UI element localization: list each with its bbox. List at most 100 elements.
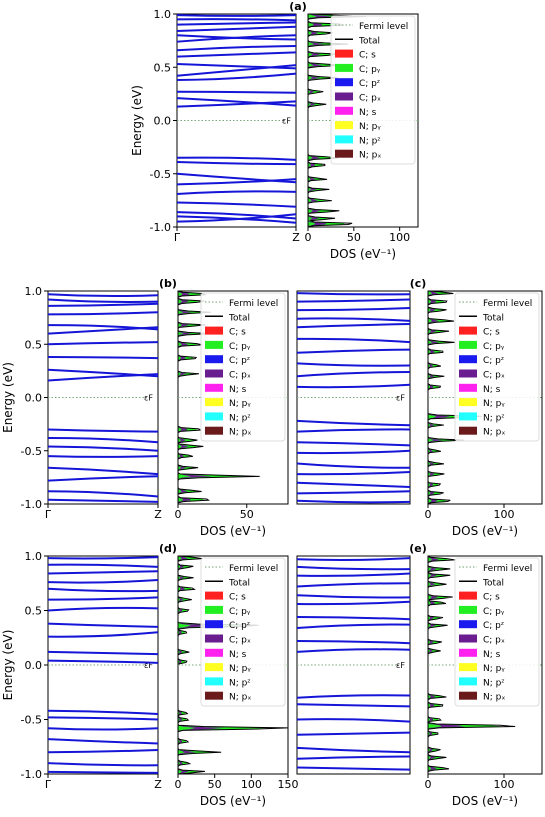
band-line <box>176 156 297 161</box>
band-line <box>47 455 159 458</box>
legend-label: Total <box>228 578 250 588</box>
x-tick-label: 0 <box>175 778 182 791</box>
legend-swatch <box>459 412 477 421</box>
y-tick-label: 0.0 <box>154 115 172 128</box>
legend-label: N; pₓ <box>483 693 505 703</box>
x-axis-label: DOS (eV⁻¹) <box>452 794 518 808</box>
legend-label: Total <box>228 313 250 323</box>
legend-swatch <box>459 663 477 672</box>
legend-swatch <box>459 605 477 614</box>
legend-label: C; s <box>359 51 376 61</box>
legend-label: Fermi level <box>483 564 532 574</box>
band-line <box>176 18 297 22</box>
band-line <box>47 770 159 774</box>
legend-label: N; s <box>359 108 377 118</box>
band-line <box>296 370 411 378</box>
band-line <box>47 356 159 360</box>
legend-swatch <box>335 78 353 87</box>
legend-label: C; pᵧ <box>229 342 251 352</box>
band-line <box>176 14 297 17</box>
legend: Fermi level Total C; s C; pᵧ C; pᶻ C; pₓ N; s N… <box>200 557 286 707</box>
y-tick-label: -1.0 <box>21 768 42 781</box>
band-line <box>47 762 159 767</box>
band-line <box>176 161 297 166</box>
legend-label: N; pᶻ <box>359 136 381 146</box>
band-line <box>47 578 159 584</box>
legend-label: C; pₓ <box>483 636 505 646</box>
band-line <box>176 97 297 107</box>
legend-swatch <box>205 691 223 700</box>
dos-c-py-inner-fill <box>178 556 196 774</box>
band-line <box>296 766 411 771</box>
legend-swatch <box>205 648 223 657</box>
legend-label: C; pᵧ <box>483 607 505 617</box>
band-line <box>47 341 159 346</box>
legend-label: C; s <box>229 593 246 603</box>
band-line <box>47 738 159 745</box>
band-line <box>296 572 411 577</box>
legend-label: N; pₓ <box>359 151 381 161</box>
legend-swatch <box>335 106 353 115</box>
x-axis-label: DOS (eV⁻¹) <box>200 794 266 808</box>
legend-label: Total <box>358 36 380 46</box>
legend-swatch <box>459 648 477 657</box>
legend-swatch <box>205 663 223 672</box>
x-tick-label: Z <box>292 231 300 244</box>
legend-label: N; pᶻ <box>229 678 251 688</box>
band-line <box>296 616 411 621</box>
band-line <box>296 594 411 599</box>
legend-swatch <box>205 383 223 392</box>
band-line <box>47 650 159 656</box>
legend-swatch <box>205 340 223 349</box>
band-line <box>47 606 159 612</box>
legend-label: C; pᶻ <box>483 356 504 366</box>
band-line <box>176 213 297 223</box>
band-line <box>296 449 411 455</box>
band-line <box>296 298 411 303</box>
legend-swatch <box>459 398 477 407</box>
band-line <box>47 709 159 716</box>
fermi-level-label: εF <box>282 117 291 126</box>
band-line <box>296 362 411 367</box>
band-line <box>296 490 411 495</box>
band-line <box>176 64 297 77</box>
y-tick-label: -0.5 <box>21 714 42 727</box>
band-line <box>176 34 297 43</box>
legend-swatch <box>335 149 353 158</box>
legend-label: C; pᵧ <box>483 342 505 352</box>
band-line <box>47 556 159 560</box>
legend-label: N; pᶻ <box>483 413 505 423</box>
y-tick-label: -0.5 <box>150 168 171 181</box>
band-line <box>176 63 297 70</box>
dos-c-px-fill <box>178 291 213 504</box>
band-panel-e: εF <box>296 555 411 775</box>
band-line <box>296 307 411 312</box>
band-line <box>296 317 411 322</box>
band-line <box>47 596 159 601</box>
x-tick-label: 0 <box>425 778 432 791</box>
band-line <box>47 466 159 476</box>
legend-swatch <box>205 412 223 421</box>
band-line <box>47 326 159 335</box>
band-line <box>176 178 297 186</box>
legend: Fermi level Total C; s C; pᵧ C; pᶻ C; pₓ N; s N… <box>454 292 540 442</box>
x-tick-label: 50 <box>208 778 222 791</box>
band-line <box>296 565 411 571</box>
legend-label: C; pᵧ <box>229 607 251 617</box>
legend-label: Fermi level <box>229 564 278 574</box>
band-line <box>47 622 159 628</box>
band-line <box>47 293 159 298</box>
legend-swatch <box>335 92 353 101</box>
band-line <box>47 298 159 303</box>
legend-swatch <box>459 326 477 335</box>
band-line <box>296 623 411 629</box>
band-line <box>47 587 159 593</box>
band-line <box>176 201 297 208</box>
x-tick-label: Z <box>154 778 162 791</box>
legend-swatch <box>335 121 353 130</box>
legend-label: C; s <box>483 328 500 338</box>
fermi-level-label: εF <box>144 661 153 670</box>
x-tick-label: 100 <box>494 778 515 791</box>
panel-label: (d) <box>159 542 177 555</box>
legend-label: N; s <box>229 385 247 395</box>
